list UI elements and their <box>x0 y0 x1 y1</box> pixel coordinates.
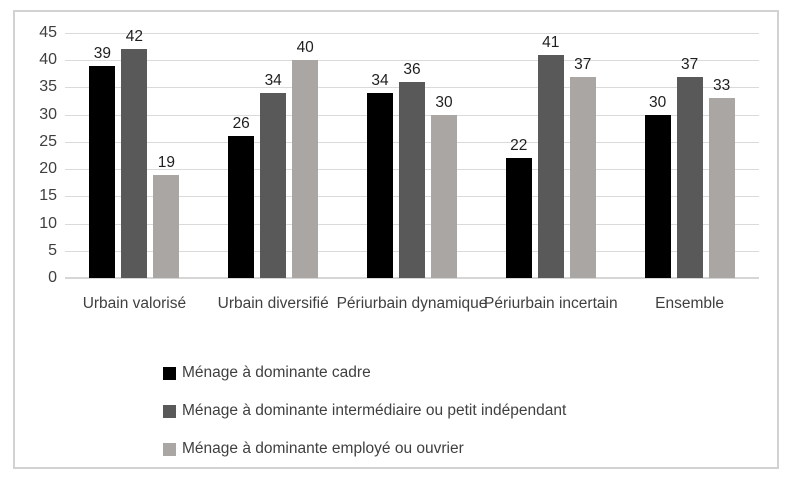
bar <box>569 76 596 278</box>
bar <box>121 49 148 278</box>
plot-area: 39 26 34 22 30 42 34 36 41 37 19 40 30 37 33 <box>65 28 759 279</box>
bar <box>292 60 319 278</box>
gridline <box>65 33 759 34</box>
y-axis-label: 35 <box>39 78 57 96</box>
y-axis-label: 15 <box>39 187 57 205</box>
bar-value-label: 40 <box>296 39 314 57</box>
bar <box>153 174 180 278</box>
bar <box>89 65 116 278</box>
bar-value-label: 42 <box>125 28 144 46</box>
legend: Ménage à dominante cadre Ménage à dominan… <box>163 354 566 468</box>
bar-chart-figure: 39 26 34 22 30 42 34 36 41 37 19 40 30 37 33 0 5 10 15 20 2… <box>13 10 779 469</box>
bar <box>228 136 255 278</box>
legend-item: Ménage à dominante employé ou ouvrier <box>163 430 566 468</box>
bar-value-label: 36 <box>403 61 421 78</box>
bar-value-label: 26 <box>232 115 250 133</box>
category-label: Urbain valorisé <box>82 295 187 312</box>
bar-value-label: 41 <box>542 33 560 51</box>
y-axis-label: 40 <box>39 51 57 69</box>
legend-swatch <box>163 366 176 380</box>
bar-value-label: 30 <box>648 93 667 111</box>
bar-value-label: 39 <box>93 44 112 62</box>
legend-item: Ménage à dominante cadre <box>163 354 566 392</box>
bar <box>644 114 671 278</box>
bar <box>260 92 287 278</box>
legend-label: Ménage à dominante intermédiaire ou peti… <box>182 402 567 419</box>
bar <box>537 54 564 278</box>
bar-value-label: 30 <box>435 93 453 111</box>
bar-value-label: 19 <box>157 153 176 171</box>
bar-value-label: 37 <box>680 55 699 73</box>
gridline <box>65 60 759 62</box>
bar-value-label: 37 <box>574 55 592 73</box>
category-label: Périurbain dynamique <box>336 295 488 312</box>
y-axis-label: 5 <box>48 241 57 259</box>
y-axis-label: 45 <box>39 24 57 41</box>
y-axis-label: 0 <box>48 269 57 286</box>
bar <box>708 98 735 278</box>
y-axis-label: 25 <box>39 132 57 150</box>
bar-value-label: 22 <box>510 137 528 155</box>
category-label: Urbain diversifié <box>217 295 329 312</box>
y-axis-label: 20 <box>39 160 57 178</box>
bar <box>431 114 457 278</box>
legend-label: Ménage à dominante cadre <box>182 364 371 381</box>
y-axis-label: 10 <box>39 214 57 232</box>
category-label: Ensemble <box>655 295 725 312</box>
legend-swatch <box>163 404 176 418</box>
bar <box>367 92 393 278</box>
bar-value-label: 34 <box>371 71 389 89</box>
legend-label: Ménage à dominante employé ou ouvrier <box>182 440 464 457</box>
y-axis-label: 30 <box>39 105 57 123</box>
category-label: Périurbain incertain <box>484 295 618 312</box>
bar-value-label: 34 <box>264 71 282 89</box>
bar <box>399 82 425 278</box>
legend-swatch <box>163 442 176 456</box>
legend-item: Ménage à dominante intermédiaire ou peti… <box>163 392 566 430</box>
x-axis-line <box>65 277 759 279</box>
bar-value-label: 33 <box>712 77 731 95</box>
bar <box>676 76 703 278</box>
bar <box>505 158 532 278</box>
